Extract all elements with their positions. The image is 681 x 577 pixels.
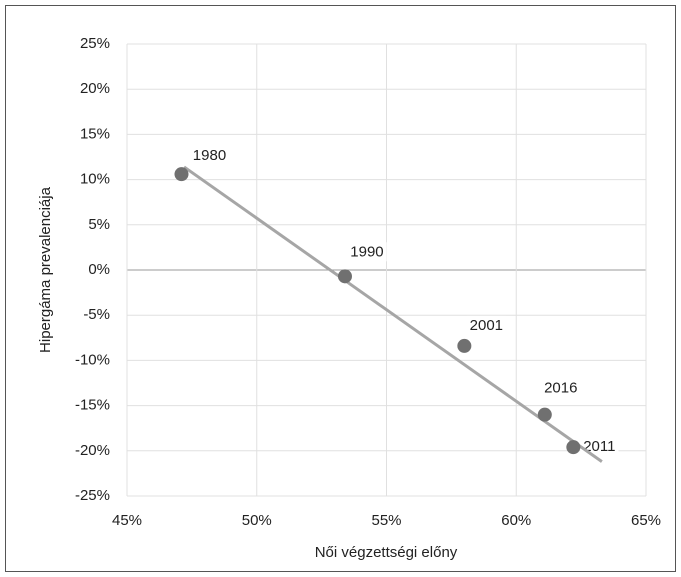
label-bg: [347, 242, 387, 262]
y-axis-title: Hipergáma prevalenciája: [37, 186, 54, 353]
x-tick-label: 65%: [631, 512, 661, 529]
y-tick-label: 0%: [88, 261, 110, 278]
point-label: 1990: [350, 243, 383, 260]
point: [174, 167, 189, 182]
x-tick-label: 50%: [242, 512, 272, 529]
point-label: 1980: [193, 147, 226, 164]
y-tick-label: 15%: [80, 125, 110, 142]
x-tick-label: 55%: [371, 512, 401, 529]
point: [537, 407, 552, 422]
chart-border: [5, 5, 676, 572]
point-label: 2011: [583, 438, 615, 455]
y-tick-label: -20%: [75, 442, 110, 459]
x-tick-label: 60%: [501, 512, 531, 529]
point: [566, 440, 581, 455]
label-bg: [541, 378, 581, 398]
y-tick-label: 10%: [80, 171, 110, 188]
y-tick-label: -10%: [75, 351, 110, 368]
label-bg: [466, 315, 507, 335]
y-tick-label: -15%: [75, 397, 110, 414]
point-label: 2001: [470, 317, 503, 334]
y-tick-label: 5%: [88, 216, 110, 233]
label-bg: [189, 146, 230, 166]
point: [337, 269, 352, 284]
y-tick-label: -25%: [75, 487, 110, 504]
x-tick-label: 45%: [112, 512, 142, 529]
y-tick-label: 20%: [80, 80, 110, 97]
trendline: [183, 165, 603, 463]
y-tick-label: -5%: [83, 306, 110, 323]
point-label: 2016: [544, 380, 577, 397]
point: [457, 338, 472, 353]
y-tick-label: 25%: [80, 35, 110, 52]
x-axis-title: Női végzettségi előny: [315, 544, 458, 561]
